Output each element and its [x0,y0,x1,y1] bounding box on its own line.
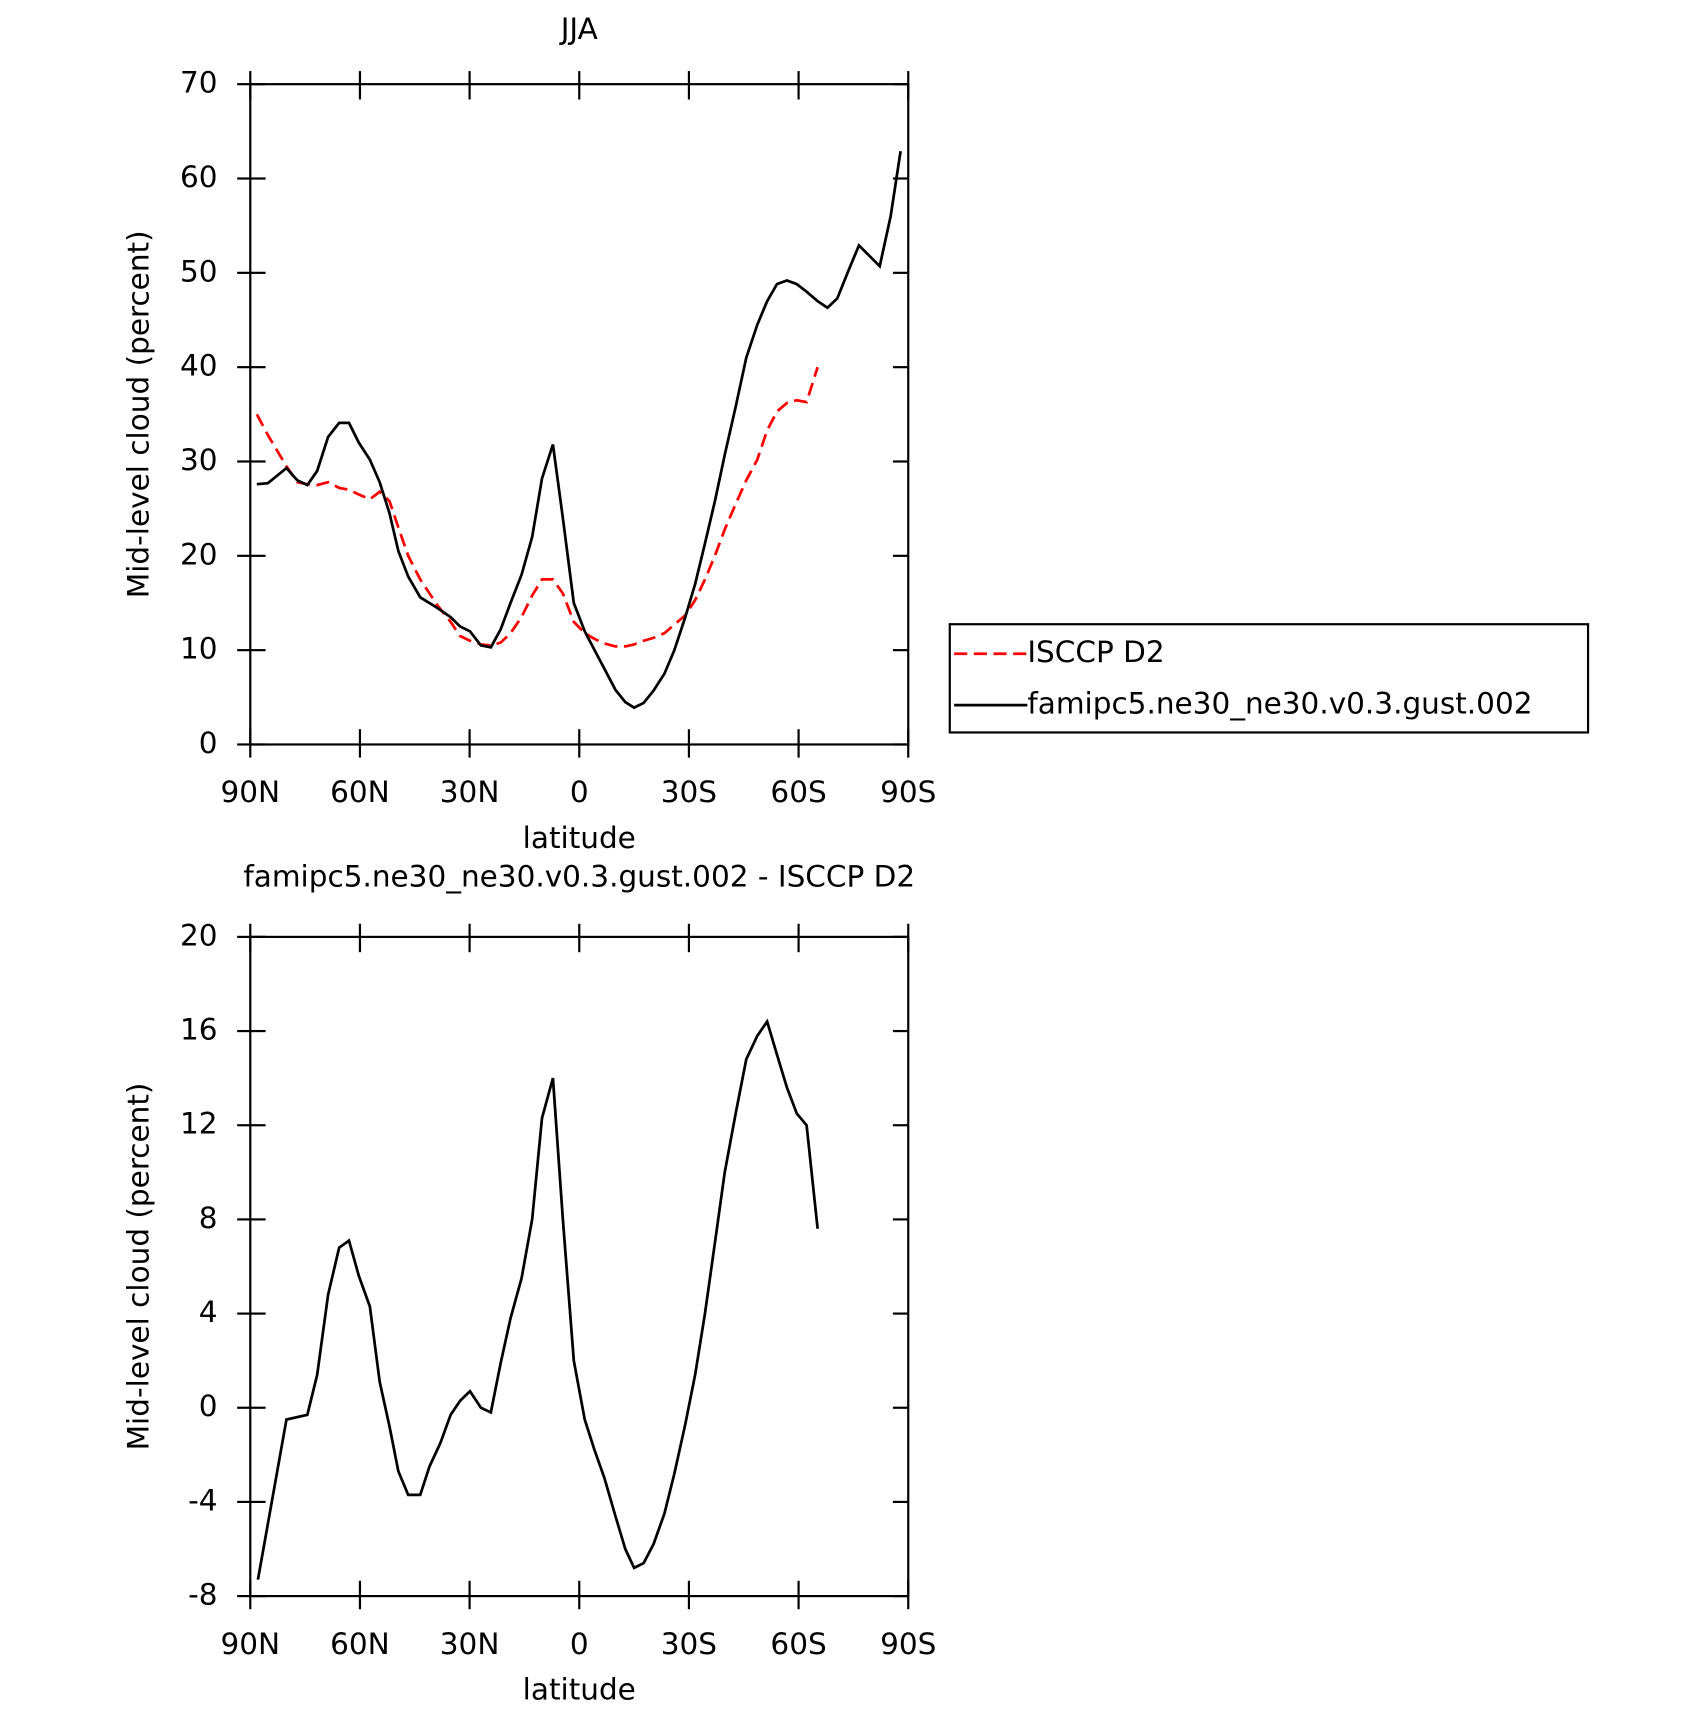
data-line [256,1018,819,1580]
x-tick-label: 0 [570,775,589,809]
data-line [255,366,819,648]
y-tick-label: 12 [180,1107,218,1141]
data-line [256,150,902,710]
y-tick-label: 4 [199,1295,218,1329]
x-tick-label: 60N [330,775,390,809]
y-tick-label: 0 [199,726,218,760]
x-tick-label: 60N [330,1627,390,1661]
y-tick-label: 60 [180,160,218,194]
x-tick-label: 90S [880,1627,936,1661]
y-axis-label: Mid-level cloud (percent) [121,230,155,598]
y-tick-label: 20 [180,537,218,571]
plot-frame [249,935,910,1598]
y-tick-label: -4 [188,1483,217,1517]
x-tick-label: 90N [220,775,280,809]
x-tick-label: 90N [220,1627,280,1661]
y-tick-label: 20 [180,918,218,952]
x-tick-label: 60S [770,1627,826,1661]
chart-title: JJA [559,12,598,46]
legend-label: famipc5.ne30_ne30.v0.3.gust.002 [1027,687,1532,721]
x-tick-label: 30N [440,1627,500,1661]
x-tick-label: 90S [880,775,936,809]
legend-box [948,623,1590,734]
x-axis-label: latitude [523,821,636,855]
chart-title: famipc5.ne30_ne30.v0.3.gust.002 - ISCCP … [243,859,915,893]
x-tick-label: 30N [440,775,500,809]
y-tick-label: 0 [199,1389,218,1423]
y-axis-label: Mid-level cloud (percent) [121,1083,155,1451]
y-tick-label: 50 [180,254,218,288]
y-tick-label: 8 [199,1201,218,1235]
x-tick-label: 60S [770,775,826,809]
x-axis-label: latitude [523,1673,636,1707]
x-tick-label: 0 [570,1627,589,1661]
y-tick-label: -8 [188,1578,217,1612]
y-tick-label: 10 [180,632,218,666]
y-tick-label: 40 [180,349,218,383]
y-tick-label: 30 [180,443,218,477]
x-tick-label: 30S [661,1627,717,1661]
y-tick-label: 70 [180,66,218,100]
legend-label: ISCCP D2 [1027,635,1164,669]
x-tick-label: 30S [661,775,717,809]
plot-frame [249,83,910,746]
y-tick-label: 16 [180,1013,218,1047]
